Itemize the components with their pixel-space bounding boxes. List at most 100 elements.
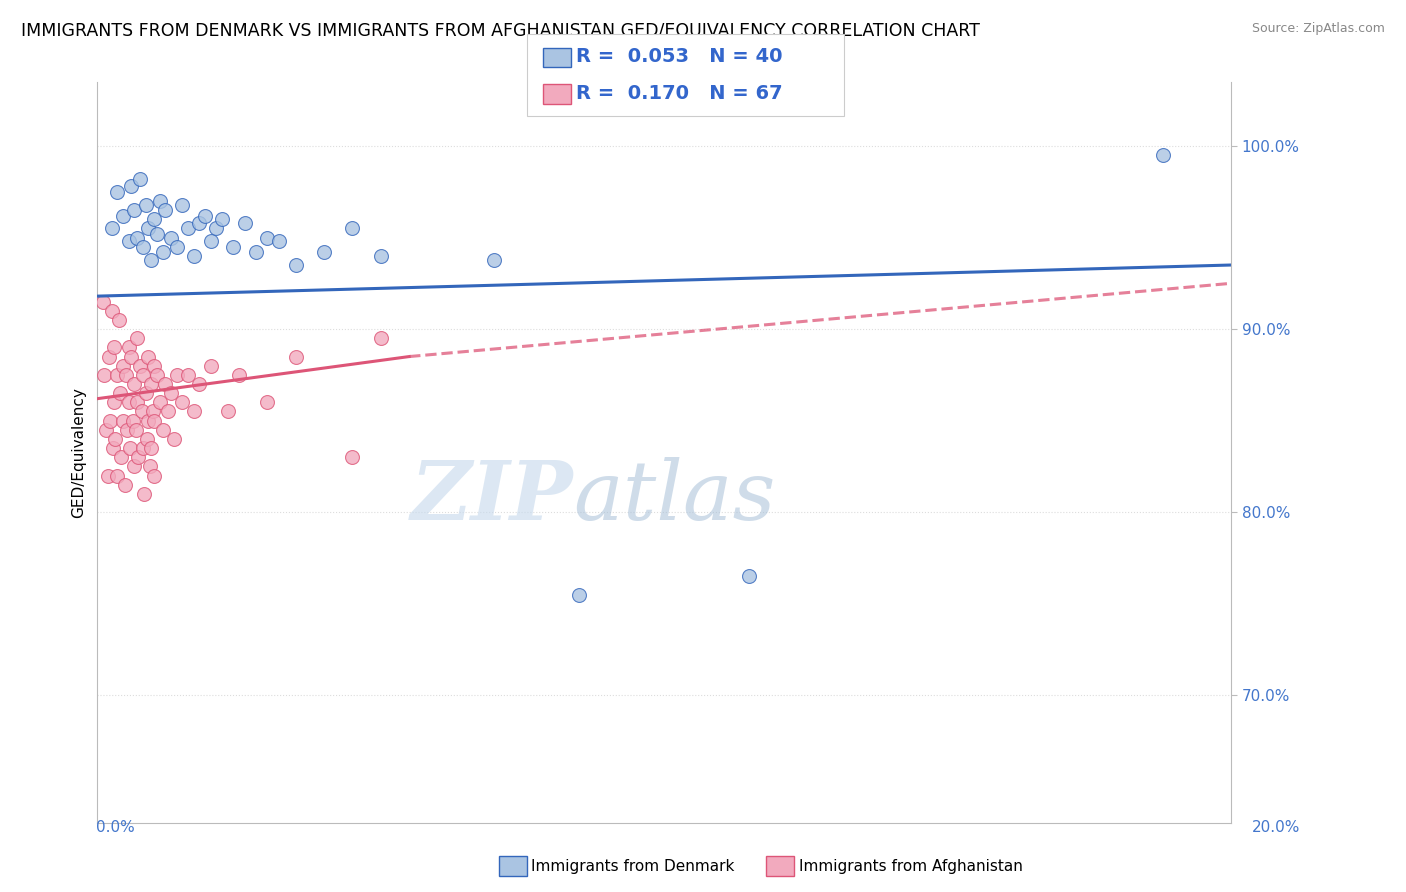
Text: atlas: atlas	[574, 458, 776, 537]
Point	[188, 377, 211, 392]
Point	[141, 377, 163, 392]
Point	[160, 386, 183, 401]
Point	[128, 172, 150, 186]
Point	[568, 588, 591, 602]
Point	[217, 404, 239, 418]
Point	[138, 414, 160, 428]
Point	[100, 303, 122, 318]
Point	[114, 368, 136, 382]
Point	[738, 569, 761, 583]
Point	[125, 395, 148, 409]
Point	[135, 197, 157, 211]
Point	[194, 209, 217, 223]
Point	[105, 468, 128, 483]
Point	[370, 249, 392, 263]
Point	[125, 230, 148, 244]
Point	[135, 386, 157, 401]
Point	[97, 350, 120, 364]
Text: Source: ZipAtlas.com: Source: ZipAtlas.com	[1251, 22, 1385, 36]
Point	[94, 423, 117, 437]
Point	[160, 230, 183, 244]
Point	[128, 359, 150, 373]
Point	[370, 331, 392, 345]
Point	[482, 252, 505, 267]
Point	[183, 404, 205, 418]
Point	[256, 230, 278, 244]
Point	[131, 404, 153, 418]
Point	[122, 459, 145, 474]
Point	[105, 368, 128, 382]
Point	[152, 423, 174, 437]
Point	[114, 477, 136, 491]
Point	[267, 234, 290, 248]
Point	[172, 395, 194, 409]
Point	[100, 221, 122, 235]
Point	[143, 468, 166, 483]
Point	[222, 240, 245, 254]
Point	[177, 368, 200, 382]
Point	[284, 258, 307, 272]
Text: 20.0%: 20.0%	[1253, 821, 1301, 835]
Point	[136, 432, 159, 446]
Point	[157, 404, 180, 418]
Point	[211, 212, 233, 227]
Point	[125, 423, 148, 437]
Point	[138, 221, 160, 235]
Text: 0.0%: 0.0%	[96, 821, 135, 835]
Point	[117, 340, 139, 354]
Point	[200, 234, 222, 248]
Point	[166, 368, 188, 382]
Point	[200, 359, 222, 373]
Point	[256, 395, 278, 409]
Point	[155, 203, 177, 218]
Point	[152, 245, 174, 260]
Point	[142, 404, 165, 418]
Point	[149, 194, 172, 208]
Point	[314, 245, 336, 260]
Point	[122, 203, 145, 218]
Text: Immigrants from Afghanistan: Immigrants from Afghanistan	[799, 859, 1022, 873]
Point	[245, 245, 267, 260]
Point	[143, 359, 166, 373]
Point	[1152, 148, 1174, 162]
Point	[141, 441, 163, 455]
Text: ZIP: ZIP	[411, 458, 574, 537]
Point	[131, 240, 153, 254]
Point	[98, 414, 121, 428]
Point	[138, 350, 160, 364]
Point	[91, 294, 114, 309]
Point	[108, 386, 131, 401]
Point	[117, 395, 139, 409]
Point	[233, 216, 256, 230]
Point	[172, 197, 194, 211]
Point	[110, 450, 132, 465]
Point	[163, 432, 186, 446]
Point	[93, 368, 115, 382]
Point	[103, 441, 125, 455]
Point	[131, 368, 153, 382]
Point	[166, 240, 188, 254]
Point	[120, 350, 142, 364]
Point	[104, 432, 127, 446]
Point	[228, 368, 250, 382]
Point	[132, 487, 155, 501]
Point	[177, 221, 200, 235]
Point	[115, 423, 138, 437]
Point	[138, 459, 160, 474]
Point	[143, 212, 166, 227]
Point	[122, 377, 145, 392]
Point	[111, 414, 134, 428]
Point	[131, 441, 153, 455]
Point	[284, 350, 307, 364]
Point	[146, 227, 169, 241]
Text: R =  0.170   N = 67: R = 0.170 N = 67	[576, 84, 783, 103]
Point	[342, 221, 364, 235]
Point	[105, 185, 128, 199]
Point	[120, 179, 142, 194]
Point	[121, 414, 143, 428]
Point	[125, 331, 148, 345]
Point	[111, 209, 134, 223]
Point	[120, 441, 142, 455]
Point	[205, 221, 228, 235]
Point	[108, 313, 131, 327]
